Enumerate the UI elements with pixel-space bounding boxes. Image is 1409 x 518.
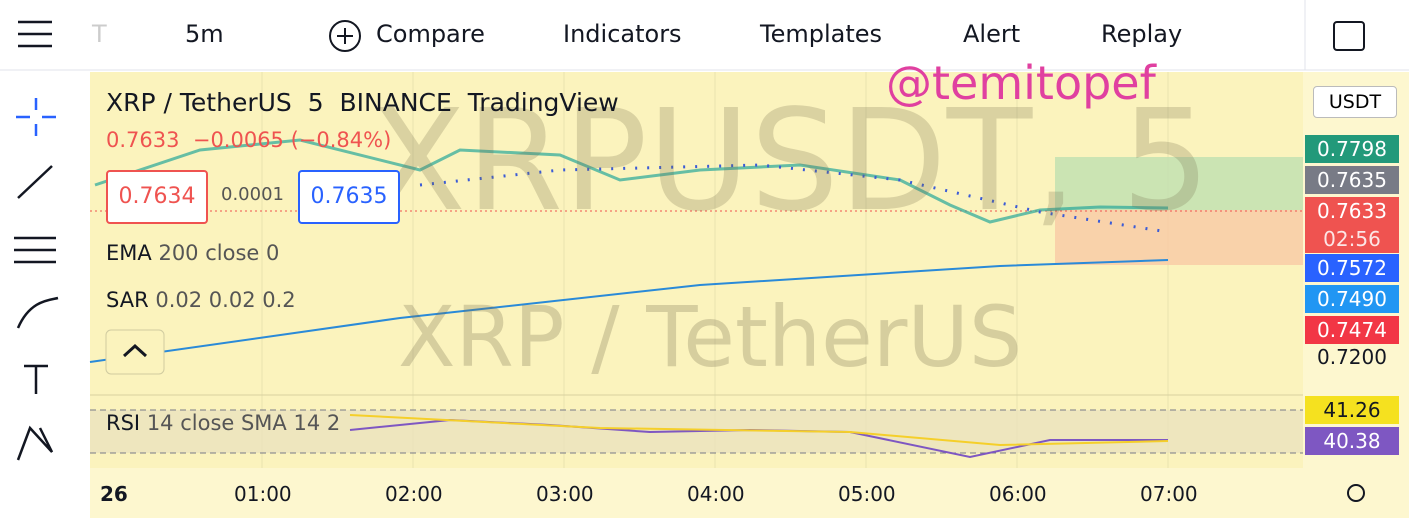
symbol[interactable]: T [92,20,107,48]
indicator-ema: EMA 200 close 0 [106,241,279,265]
legend-symbol: XRP / TetherUS [106,88,292,117]
rsi-legend: RSI 14 close SMA 14 2 [106,411,340,435]
time-label: 06:00 [989,482,1047,506]
rsi-name: RSI [106,411,141,435]
time-label: 05:00 [838,482,896,506]
price-label: 0.7490 [1305,285,1399,313]
price-text: 0.7633 [1317,199,1387,223]
legend-title: XRP / TetherUS 5 BINANCE TradingView [106,88,619,117]
price-text: 0.7200 [1317,345,1387,369]
price-change: −0.0065 (−0.84%) [192,128,392,152]
currency-select[interactable]: USDT [1313,86,1397,118]
watermark-ticker: XRPUSDT, 5 [370,80,1211,243]
indicator-name: SAR [106,288,149,312]
templates[interactable]: Templates [760,20,883,48]
indicator-sar: SAR 0.02 0.02 0.2 [106,288,296,312]
time-label: 03:00 [536,482,594,506]
watermark-name: XRP / TetherUS [398,288,1023,386]
compare[interactable]: Compare [376,20,485,48]
time-label: 04:00 [687,482,745,506]
legend-exchange: BINANCE [339,88,452,117]
time-label: 01:00 [234,482,292,506]
interval[interactable]: 5m [185,20,224,48]
price-label: 0.7474 [1305,316,1399,344]
indicator-params: 0.02 0.02 0.2 [155,288,296,312]
rsi-params: 14 close SMA 14 2 [146,411,341,435]
time-label: 02:00 [385,482,443,506]
price-label: 0.7635 [1305,166,1399,194]
legend-source: TradingView [467,88,619,117]
sell-button[interactable]: 0.7634 [106,170,208,224]
rsi-label: 41.26 [1305,396,1399,424]
time-label: 26 [100,482,128,506]
price-text: 0.7635 [1317,168,1387,192]
rsi-label: 40.38 [1305,427,1399,455]
legend-interval: 5 [307,88,324,117]
indicator-name: EMA [106,241,152,265]
price-text: 0.7474 [1317,318,1387,342]
user-watermark: @temitopef [886,56,1156,110]
countdown: 02:56 [1323,227,1381,251]
indicator-params: 200 close 0 [158,241,280,265]
legend-price: 0.7633 −0.0065 (−0.84%) [106,128,391,152]
price-text: 0.7798 [1317,137,1387,161]
price-label: 0.7633 02:56 [1305,197,1399,253]
price-text: 0.7490 [1317,287,1387,311]
alert[interactable]: Alert [963,20,1021,48]
price-label: 0.7798 [1305,135,1399,163]
time-label: 07:00 [1140,482,1198,506]
buy-button[interactable]: 0.7635 [298,170,400,224]
price-label: 0.7572 [1305,254,1399,282]
last-price: 0.7633 [106,128,180,152]
price-text: 0.7572 [1317,256,1387,280]
price-label: 0.7200 [1305,343,1399,371]
indicators[interactable]: Indicators [563,20,682,48]
replay[interactable]: Replay [1101,20,1183,48]
spread: 0.0001 [221,184,284,205]
